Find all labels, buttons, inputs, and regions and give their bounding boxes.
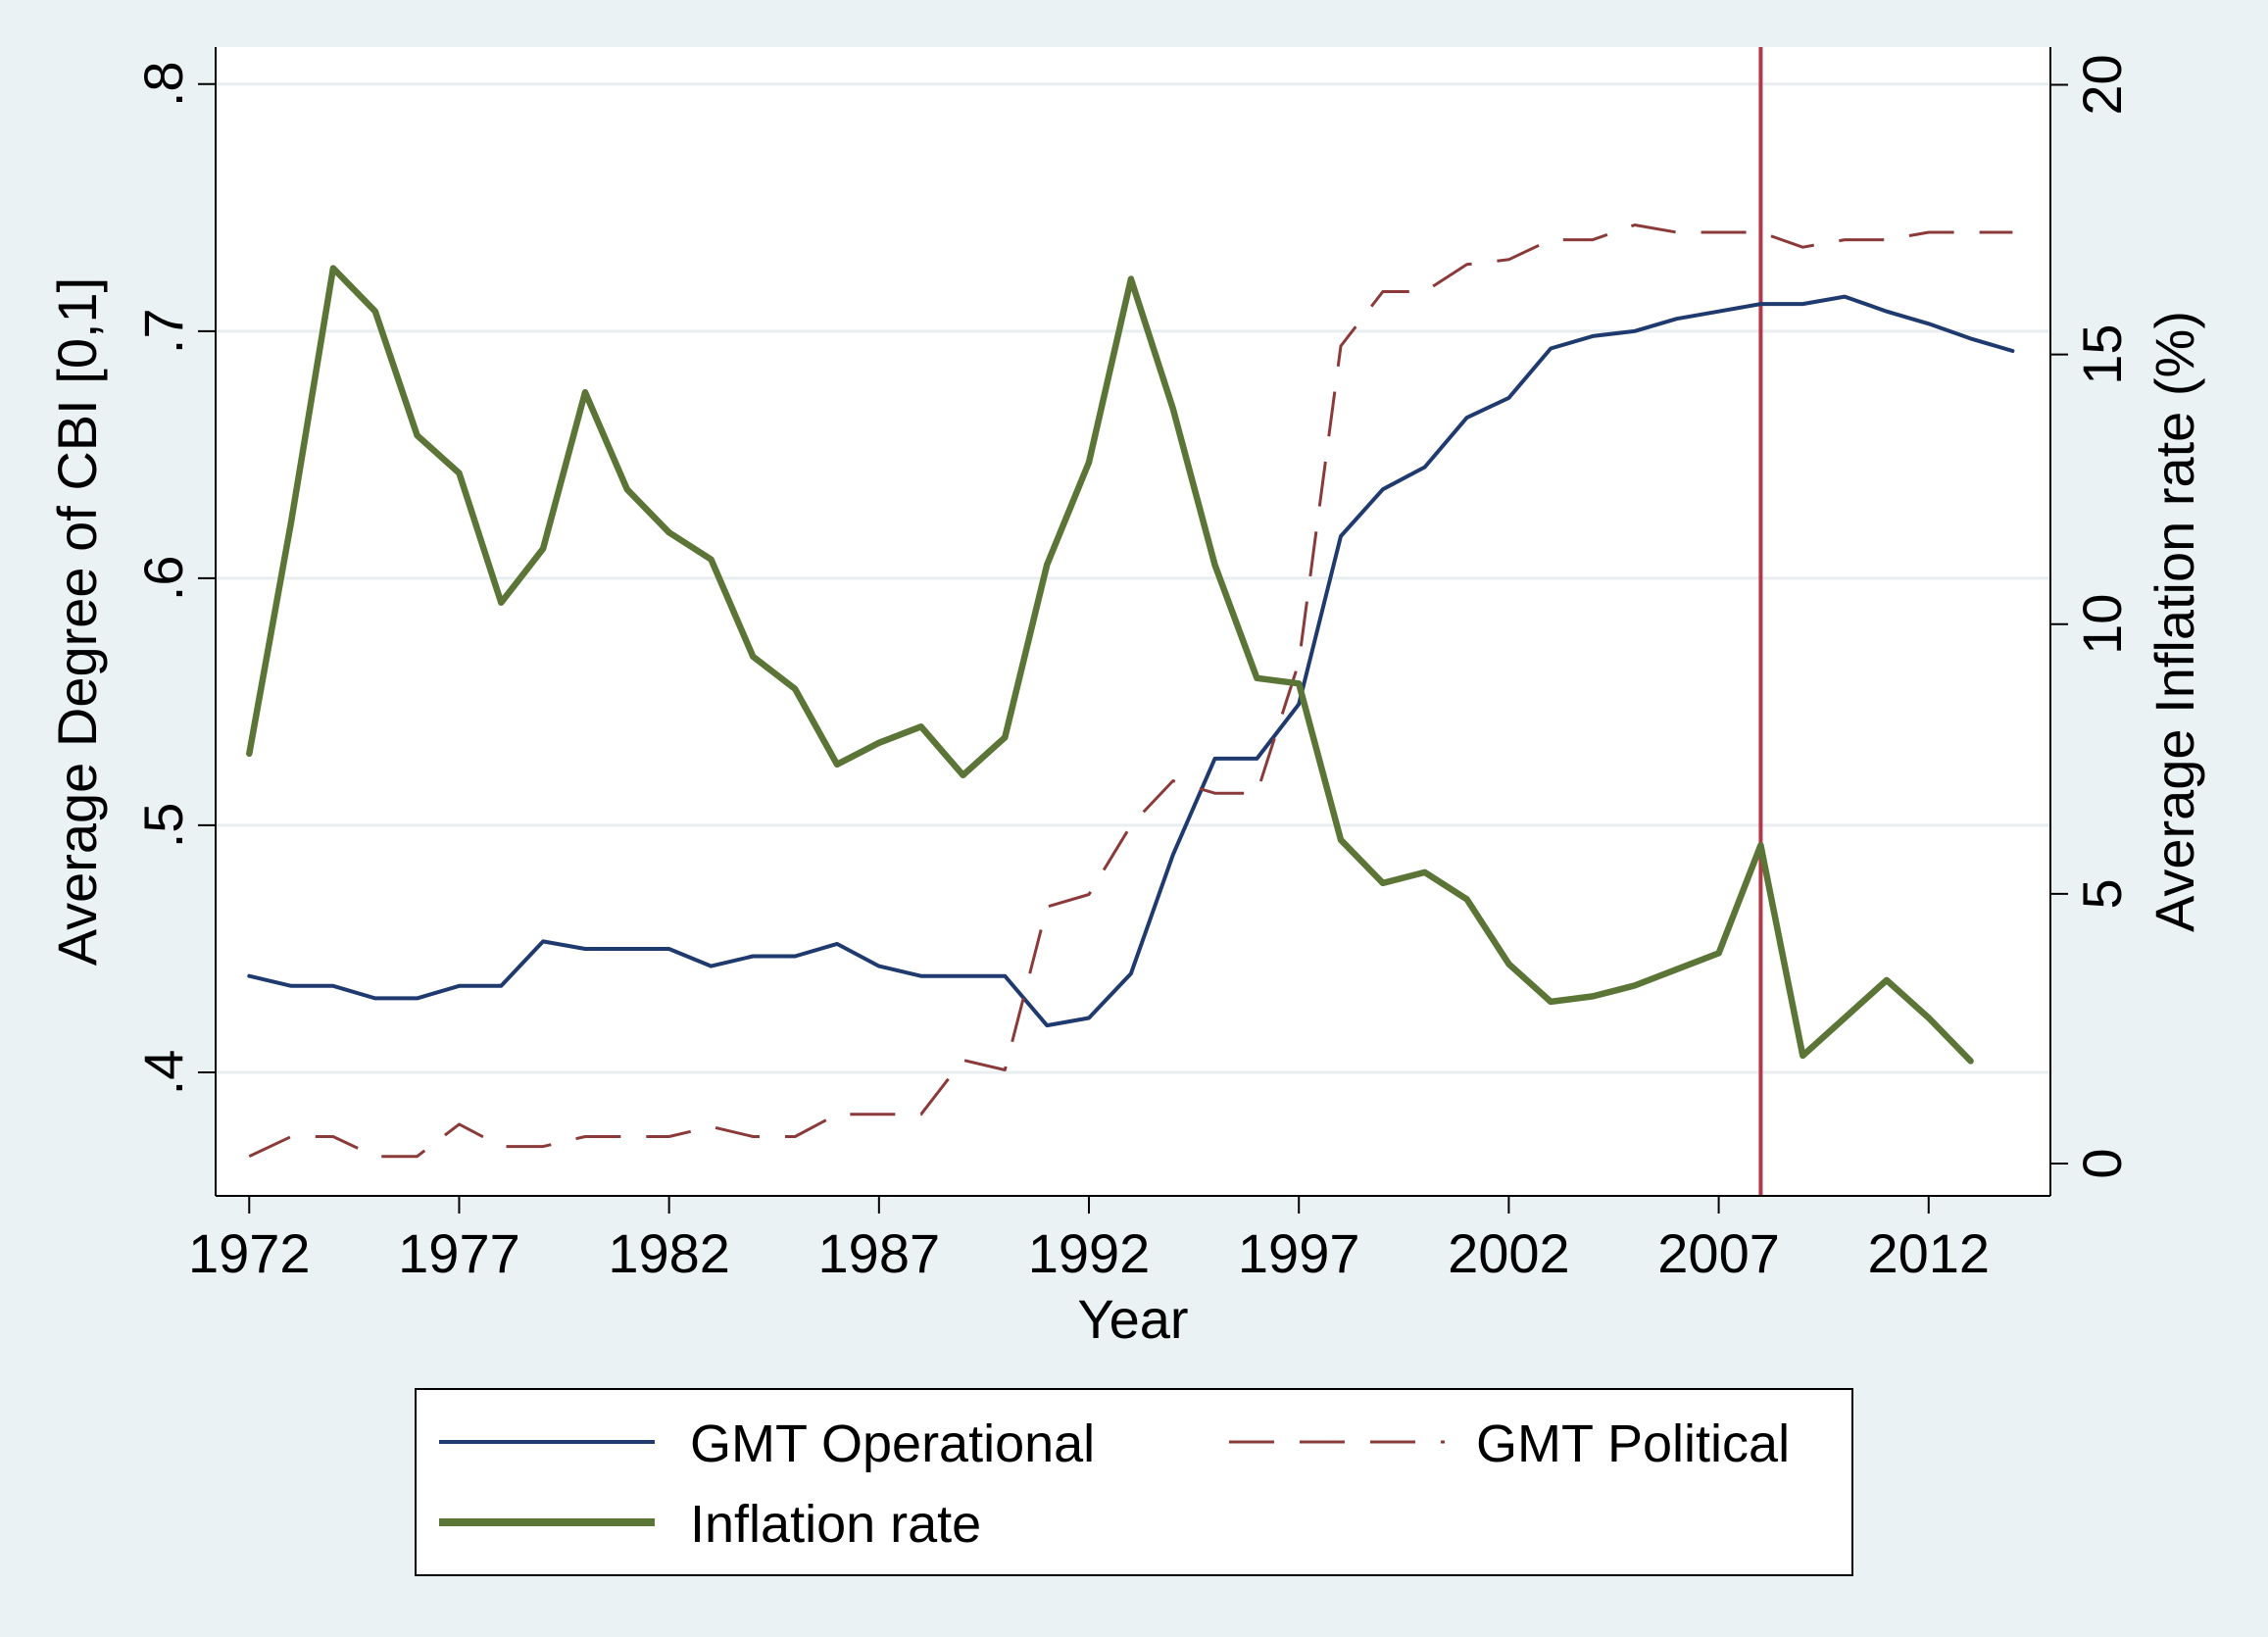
legend-label-gmt-political: GMT Political xyxy=(1476,1414,1790,1473)
axes xyxy=(215,47,2051,1197)
legend-box xyxy=(415,1388,1853,1576)
y-axis-right-title: Average Inflation rate (%) xyxy=(2144,311,2205,932)
y-right-tick-label: 10 xyxy=(2071,594,2133,655)
x-tick-label: 1972 xyxy=(188,1222,311,1284)
y-right-tick-label: 0 xyxy=(2071,1148,2133,1178)
series-line-gmt-political xyxy=(248,223,2013,1159)
y-right-tick-label: 5 xyxy=(2071,878,2133,909)
x-tick-label: 2002 xyxy=(1448,1222,1570,1284)
legend-label-gmt-operational: GMT Operational xyxy=(690,1414,1095,1473)
legend: GMT Operational GMT Political Inflation … xyxy=(415,1388,1853,1576)
y-left-tick-label: .4 xyxy=(132,1050,194,1096)
series-line-gmt-operational xyxy=(247,294,2015,1028)
x-tick-label: 2007 xyxy=(1657,1222,1780,1284)
y-axis-left-title: Average Degree of CBI [0,1] xyxy=(46,277,108,967)
y-left-tick-label: .8 xyxy=(132,61,194,107)
x-tick-label: 1982 xyxy=(608,1222,730,1284)
series-line-inflation-rate xyxy=(246,265,1974,1065)
y-right-tick-label: 15 xyxy=(2071,323,2133,384)
x-tick-label: 1987 xyxy=(818,1222,941,1284)
x-axis-title: Year xyxy=(1077,1288,1188,1350)
y-right-tick-label: 20 xyxy=(2071,54,2133,115)
tick-labels: .4 .5 .6 .7 .8 0 5 10 15 20 1972 1977 1982 1987 1992 19… xyxy=(132,54,2133,1284)
x-tick-label: 2012 xyxy=(1867,1222,1990,1284)
y-left-tick-label: .5 xyxy=(132,803,194,849)
x-tick-label: 1977 xyxy=(398,1222,520,1284)
plot-area xyxy=(216,47,2050,1196)
x-tick-label: 1997 xyxy=(1238,1222,1360,1284)
y-left-tick-label: .7 xyxy=(132,308,194,354)
legend-label-inflation-rate: Inflation rate xyxy=(690,1495,981,1554)
x-tick-label: 1992 xyxy=(1028,1222,1151,1284)
y-left-tick-label: .6 xyxy=(132,556,194,602)
series-lines xyxy=(246,223,2015,1159)
